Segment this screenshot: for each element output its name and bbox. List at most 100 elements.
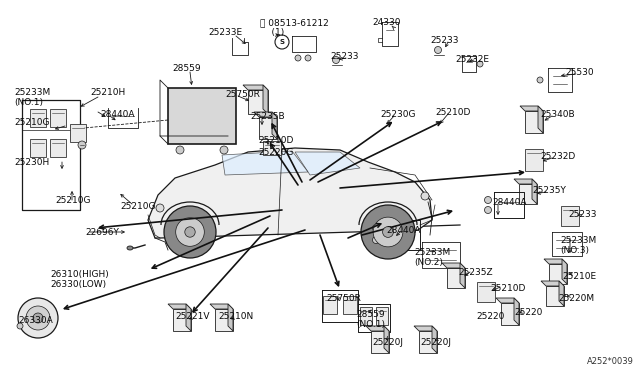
Polygon shape: [215, 309, 233, 331]
Circle shape: [333, 57, 339, 64]
Text: 25210D: 25210D: [258, 136, 293, 145]
Text: Ⓢ 08513-61212
    (1): Ⓢ 08513-61212 (1): [260, 18, 329, 38]
Polygon shape: [432, 326, 437, 353]
Text: 25233M
(NO.3): 25233M (NO.3): [560, 236, 596, 256]
Text: 25530: 25530: [565, 68, 594, 77]
Bar: [477, 282, 495, 302]
Circle shape: [18, 298, 58, 338]
Bar: [525, 149, 543, 171]
Bar: [343, 296, 357, 314]
Text: 25235Z: 25235Z: [458, 268, 493, 277]
Bar: [30, 109, 46, 127]
Text: 25232E: 25232E: [455, 55, 489, 64]
Ellipse shape: [127, 246, 133, 250]
Text: 25220M: 25220M: [558, 294, 594, 303]
Bar: [323, 296, 337, 314]
Polygon shape: [514, 179, 537, 184]
Circle shape: [484, 206, 492, 214]
Bar: [360, 307, 372, 325]
Polygon shape: [243, 85, 268, 90]
Text: 24330: 24330: [372, 18, 401, 27]
Circle shape: [435, 46, 442, 54]
Bar: [168, 88, 236, 144]
Polygon shape: [414, 326, 437, 331]
Text: 25232D: 25232D: [540, 152, 575, 161]
Circle shape: [176, 146, 184, 154]
Circle shape: [484, 196, 492, 203]
Circle shape: [33, 313, 43, 323]
Text: 25235Y: 25235Y: [532, 186, 566, 195]
Text: 25233M
(NO.1): 25233M (NO.1): [14, 88, 51, 108]
Polygon shape: [559, 281, 564, 306]
Text: 28559
(NO.1): 28559 (NO.1): [356, 310, 385, 329]
Circle shape: [156, 204, 164, 212]
Text: 25233: 25233: [330, 52, 358, 61]
Polygon shape: [272, 112, 277, 139]
Text: 25210H: 25210H: [90, 88, 125, 97]
Polygon shape: [248, 90, 268, 114]
Circle shape: [26, 306, 50, 330]
Bar: [376, 307, 388, 325]
Text: 28559: 28559: [172, 64, 200, 73]
Polygon shape: [371, 331, 389, 353]
Text: 25230G: 25230G: [380, 110, 415, 119]
Text: 28440A: 28440A: [492, 198, 527, 207]
Text: 25210G: 25210G: [55, 196, 90, 205]
Circle shape: [176, 218, 204, 246]
Text: 26310(HIGH)
26330(LOW): 26310(HIGH) 26330(LOW): [50, 270, 109, 289]
Bar: [50, 139, 66, 157]
Polygon shape: [532, 179, 537, 204]
Polygon shape: [546, 286, 564, 306]
Circle shape: [373, 217, 403, 247]
Text: 25210E: 25210E: [562, 272, 596, 281]
Polygon shape: [541, 281, 564, 286]
Bar: [561, 206, 579, 226]
Polygon shape: [263, 85, 268, 114]
Circle shape: [361, 205, 415, 259]
Polygon shape: [148, 148, 432, 238]
Circle shape: [164, 206, 216, 258]
Circle shape: [305, 55, 311, 61]
Circle shape: [383, 227, 394, 237]
Text: 26330A: 26330A: [18, 316, 52, 325]
Circle shape: [220, 146, 228, 154]
Text: 25220J: 25220J: [372, 338, 403, 347]
Polygon shape: [168, 304, 191, 309]
Bar: [70, 124, 86, 142]
Text: 25210G: 25210G: [120, 202, 156, 211]
Text: 25210G: 25210G: [14, 118, 49, 127]
Text: 25220: 25220: [476, 312, 504, 321]
Text: 25750R: 25750R: [326, 294, 361, 303]
Polygon shape: [228, 304, 233, 331]
Polygon shape: [384, 326, 389, 353]
Circle shape: [185, 227, 195, 237]
Text: 25750R: 25750R: [225, 90, 260, 99]
Circle shape: [421, 192, 429, 200]
Polygon shape: [501, 303, 519, 325]
Polygon shape: [222, 151, 308, 175]
Polygon shape: [366, 326, 389, 331]
Text: S: S: [280, 39, 285, 45]
Polygon shape: [562, 259, 567, 284]
Text: 25220J: 25220J: [420, 338, 451, 347]
Text: 25230H: 25230H: [14, 158, 49, 167]
Polygon shape: [419, 331, 437, 353]
Text: 25210D: 25210D: [490, 284, 525, 293]
Polygon shape: [520, 106, 543, 111]
Text: 22696Y: 22696Y: [85, 228, 119, 237]
Text: 25220G: 25220G: [258, 148, 293, 157]
Circle shape: [295, 55, 301, 61]
Text: 25233: 25233: [568, 210, 596, 219]
Circle shape: [477, 61, 483, 67]
Polygon shape: [496, 298, 519, 303]
Polygon shape: [549, 264, 567, 284]
Polygon shape: [259, 117, 277, 139]
Circle shape: [78, 141, 86, 149]
Circle shape: [17, 323, 23, 329]
Polygon shape: [460, 263, 465, 288]
Circle shape: [372, 224, 380, 231]
Text: 25340B: 25340B: [540, 110, 575, 119]
Text: 28440A: 28440A: [386, 226, 420, 235]
Polygon shape: [442, 263, 465, 268]
Text: 28440A: 28440A: [100, 110, 134, 119]
